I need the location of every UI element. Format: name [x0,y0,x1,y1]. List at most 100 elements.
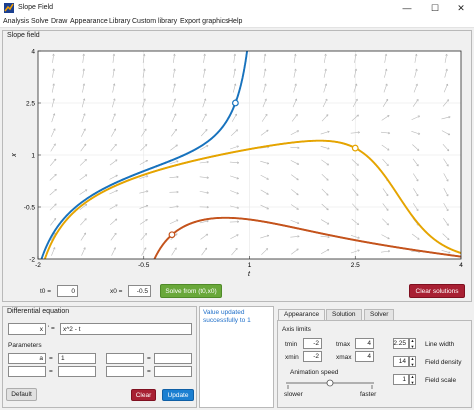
clear-solutions-button[interactable]: Clear solutions [409,284,465,298]
slope-arrow [324,53,327,63]
slope-arrow [80,232,86,241]
slope-arrow-head [146,175,149,178]
field-density-spinner[interactable] [409,356,416,367]
variable-field[interactable]: x [8,323,46,335]
param-value-field[interactable] [58,366,96,377]
slope-arrow-head [115,189,118,193]
param-name-field[interactable]: a [8,353,46,364]
slope-arrow [52,53,54,63]
slope-arrow-head [175,144,178,147]
slope-arrow-head [324,68,327,71]
equation-field[interactable]: x^2 - t [60,323,192,335]
slope-arrow [169,219,179,225]
slope-arrow [321,173,329,181]
slope-arrow-head [264,98,267,101]
slope-arrow [80,143,87,152]
slope-arrow [202,83,206,93]
close-button[interactable]: ✕ [457,2,465,13]
menu-draw[interactable]: Draw [51,18,68,25]
line-width-field[interactable]: 2.25 [393,338,409,349]
slope-arrow-head [265,248,269,251]
slope-arrow [51,83,55,93]
default-button[interactable]: Default [6,388,37,401]
slope-arrow [112,53,115,63]
window-title: Slope Field [18,4,54,11]
param-name-field[interactable] [8,366,46,377]
param-name-field[interactable] [106,366,144,377]
slope-arrow-head [445,83,449,87]
tmin-field[interactable]: -2 [303,338,322,349]
slope-arrow-head [206,219,209,223]
slope-arrow [384,53,387,63]
slope-arrow-head [236,220,240,223]
menu-solve[interactable]: Solve [31,18,49,25]
slope-arrow [112,98,116,108]
menu-appearance[interactable]: Appearance [70,18,108,25]
slope-arrow-head [115,204,118,207]
slope-arrow [321,219,330,225]
slope-arrow-head [294,68,297,71]
tmin-label: tmin [285,341,298,348]
update-button[interactable]: Update [162,389,194,401]
slope-arrow [414,68,418,78]
param-value-field[interactable] [154,366,192,377]
slope-arrow [139,190,149,194]
slope-arrow [233,68,236,78]
menu-analysis[interactable]: Analysis [3,18,30,25]
field-scale-field[interactable]: 1 [393,374,409,385]
slope-arrow-head [327,235,330,239]
field-density-field[interactable]: 14 [393,356,409,367]
tab-appearance[interactable]: Appearance [278,309,326,321]
slope-arrow [169,206,179,208]
menu-library[interactable]: Library [109,18,131,25]
slope-arrow-head [324,53,327,56]
menu-custom-library[interactable]: Custom library [132,18,178,25]
x0-field[interactable]: -0.5 [128,285,151,297]
slope-arrow [322,98,328,108]
solution-curve-2 [153,216,461,259]
minimize-button[interactable]: — [402,3,412,13]
slider-knob[interactable] [326,379,334,387]
tab-solution[interactable]: Solution [326,309,362,320]
param-value-field[interactable]: 1 [58,353,96,364]
slope-arrow-head [387,236,390,240]
tmax-field[interactable]: 4 [355,338,374,349]
solve-button[interactable]: Solve from (t0,x0) [160,284,222,298]
slope-arrow-head [447,237,450,241]
slope-arrow [290,219,300,224]
slope-arrow-head [266,129,269,132]
slope-arrow [352,203,359,211]
tab-solver[interactable]: Solver [364,309,395,320]
appearance-panel [277,320,472,408]
xmin-field[interactable]: -2 [303,351,322,362]
menu-export-graphics[interactable]: Export graphics [180,18,229,25]
slope-arrow-head [84,174,88,177]
menu-help[interactable]: Help [228,18,243,25]
field-scale-spinner[interactable] [409,374,416,385]
y-tick-label: -0.5 [24,204,36,211]
animation-speed-slider[interactable] [284,377,378,389]
slope-arrow-head [206,145,209,148]
slope-arrow-head [416,193,419,197]
slope-arrow-head [176,190,179,194]
axis-limits-label: Axis limits [282,326,311,333]
x-tick-label: 4 [459,262,463,269]
slope-arrow-head [52,53,55,56]
slope-arrow-head [356,193,359,196]
slope-arrow-head [446,208,449,212]
slope-arrow-head [415,53,418,56]
param-value-field[interactable] [154,353,192,364]
slope-arrow-head [206,160,209,164]
param-name-field[interactable] [106,353,144,364]
t0-field[interactable]: 0 [57,285,78,297]
xmax-field[interactable]: 4 [355,351,374,362]
line-width-spinner[interactable] [409,338,416,349]
animation-speed-label: Animation speed [290,369,339,376]
clear-button[interactable]: Clear [131,389,156,401]
slope-arrow-head [296,130,300,133]
slope-arrow-head [235,247,238,251]
slope-arrow-head [113,128,117,131]
maximize-button[interactable]: ☐ [430,2,440,13]
slope-arrow-head [265,113,268,117]
